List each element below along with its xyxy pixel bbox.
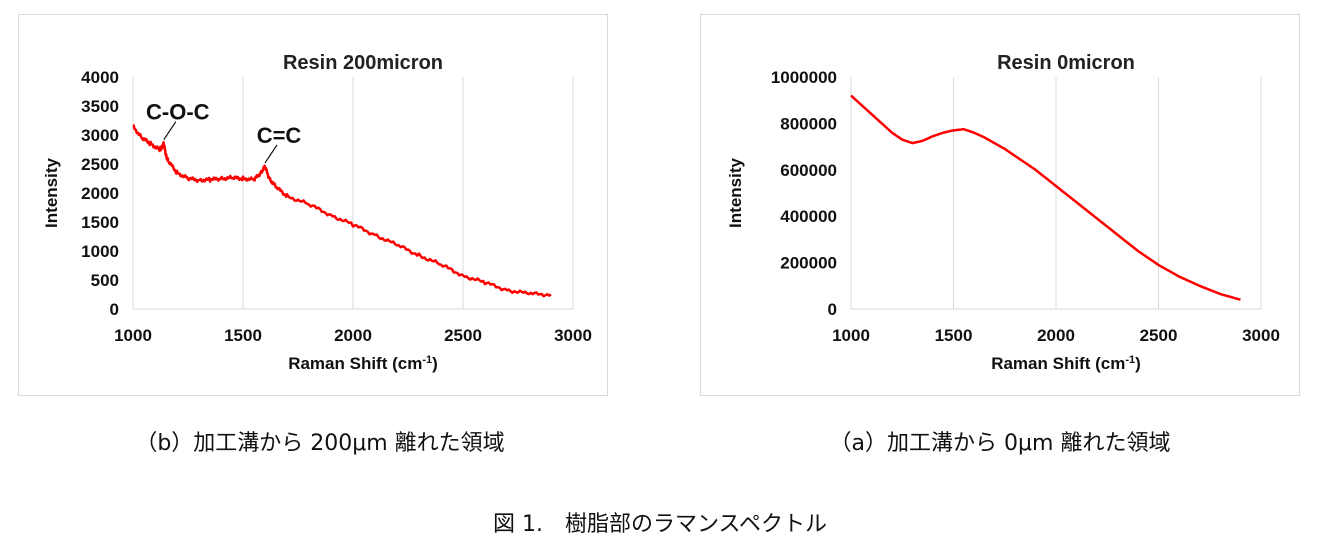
chart-a-series-line-0 (850, 94, 1241, 301)
chart-b-y-tick-label: 500 (91, 271, 119, 290)
chart-a-x-tick-label: 1500 (935, 326, 973, 345)
chart-b-x-tick-label: 1000 (114, 326, 152, 345)
chart-b-y-axis-label: Intensity (42, 158, 61, 228)
chart-b-y-tick-label: 1000 (81, 242, 119, 261)
chart-b-annotation-leader-1 (264, 144, 278, 164)
chart-a-x-axis-label: Raman Shift (cm-1) (991, 354, 1141, 373)
chart-b-y-tick-label: 1500 (81, 213, 119, 232)
chart-b-x-axis-label-end: ) (432, 354, 438, 373)
chart-a-y-tick-label: 200000 (780, 254, 837, 273)
chart-a-x-tick-label: 2000 (1037, 326, 1075, 345)
caption-b: （b）加工溝から 200μm 離れた領域 (135, 431, 505, 456)
chart-a-x-tick-label: 1000 (832, 326, 870, 345)
chart-b-y-tick-label: 2000 (81, 184, 119, 203)
chart-b-x-axis-label-sup: -1 (422, 354, 432, 366)
chart-a-y-tick-label: 600000 (780, 161, 837, 180)
chart-b-annotation-0: C-O-C (146, 100, 210, 125)
chart-b-x-tick-label: 1500 (224, 326, 262, 345)
chart-a-y-tick-label: 0 (828, 300, 837, 319)
chart-b-title: Resin 200micron (283, 52, 443, 74)
chart-b-x-axis-label-main: Raman Shift (cm (288, 354, 422, 373)
chart-a-x-axis-label-end: ) (1135, 354, 1141, 373)
chart-a-title: Resin 0micron (997, 52, 1135, 74)
chart-a-x-tick-label: 2500 (1140, 326, 1178, 345)
chart-b-x-tick-label: 2500 (444, 326, 482, 345)
chart-b-y-tick-label: 2500 (81, 155, 119, 174)
chart-panel-a: Resin 0micron 0 200000 400000 600000 800000 10… (700, 14, 1300, 396)
chart-panel-b: Resin 200micron 0 500 1000 1500 2000 2500 3000 3… (18, 14, 608, 396)
chart-b-x-tick-label: 2000 (334, 326, 372, 345)
chart-b-x-tick-label: 3000 (554, 326, 592, 345)
chart-a-svg: Resin 0micron 0 200000 400000 600000 800000 10… (726, 52, 1280, 373)
figure-title: 図 1. 樹脂部のラマンスペクトル (492, 512, 827, 537)
chart-b-x-axis-label: Raman Shift (cm-1) (288, 354, 438, 373)
chart-a-x-axis-label-sup: -1 (1125, 354, 1135, 366)
chart-a-y-tick-label: 1000000 (771, 68, 837, 87)
chart-b-annotation-leader-0 (163, 121, 177, 141)
chart-a-y-tick-label: 400000 (780, 207, 837, 226)
chart-a-x-axis-label-main: Raman Shift (cm (991, 354, 1125, 373)
chart-a-x-tick-label: 3000 (1242, 326, 1280, 345)
chart-b-series-line-0 (132, 124, 552, 298)
chart-a-y-tick-label: 800000 (780, 114, 837, 133)
chart-b-annotation-1: C=C (257, 123, 302, 148)
chart-b-y-tick-label: 0 (110, 300, 119, 319)
chart-b-y-tick-label: 3000 (81, 126, 119, 145)
caption-a: （a）加工溝から 0μm 離れた領域 (829, 431, 1171, 456)
chart-b-y-tick-label: 3500 (81, 97, 119, 116)
chart-b-y-tick-label: 4000 (81, 68, 119, 87)
chart-b-svg: Resin 200micron 0 500 1000 1500 2000 2500 3000 3… (42, 52, 592, 373)
chart-a-y-axis-label: Intensity (726, 158, 745, 228)
